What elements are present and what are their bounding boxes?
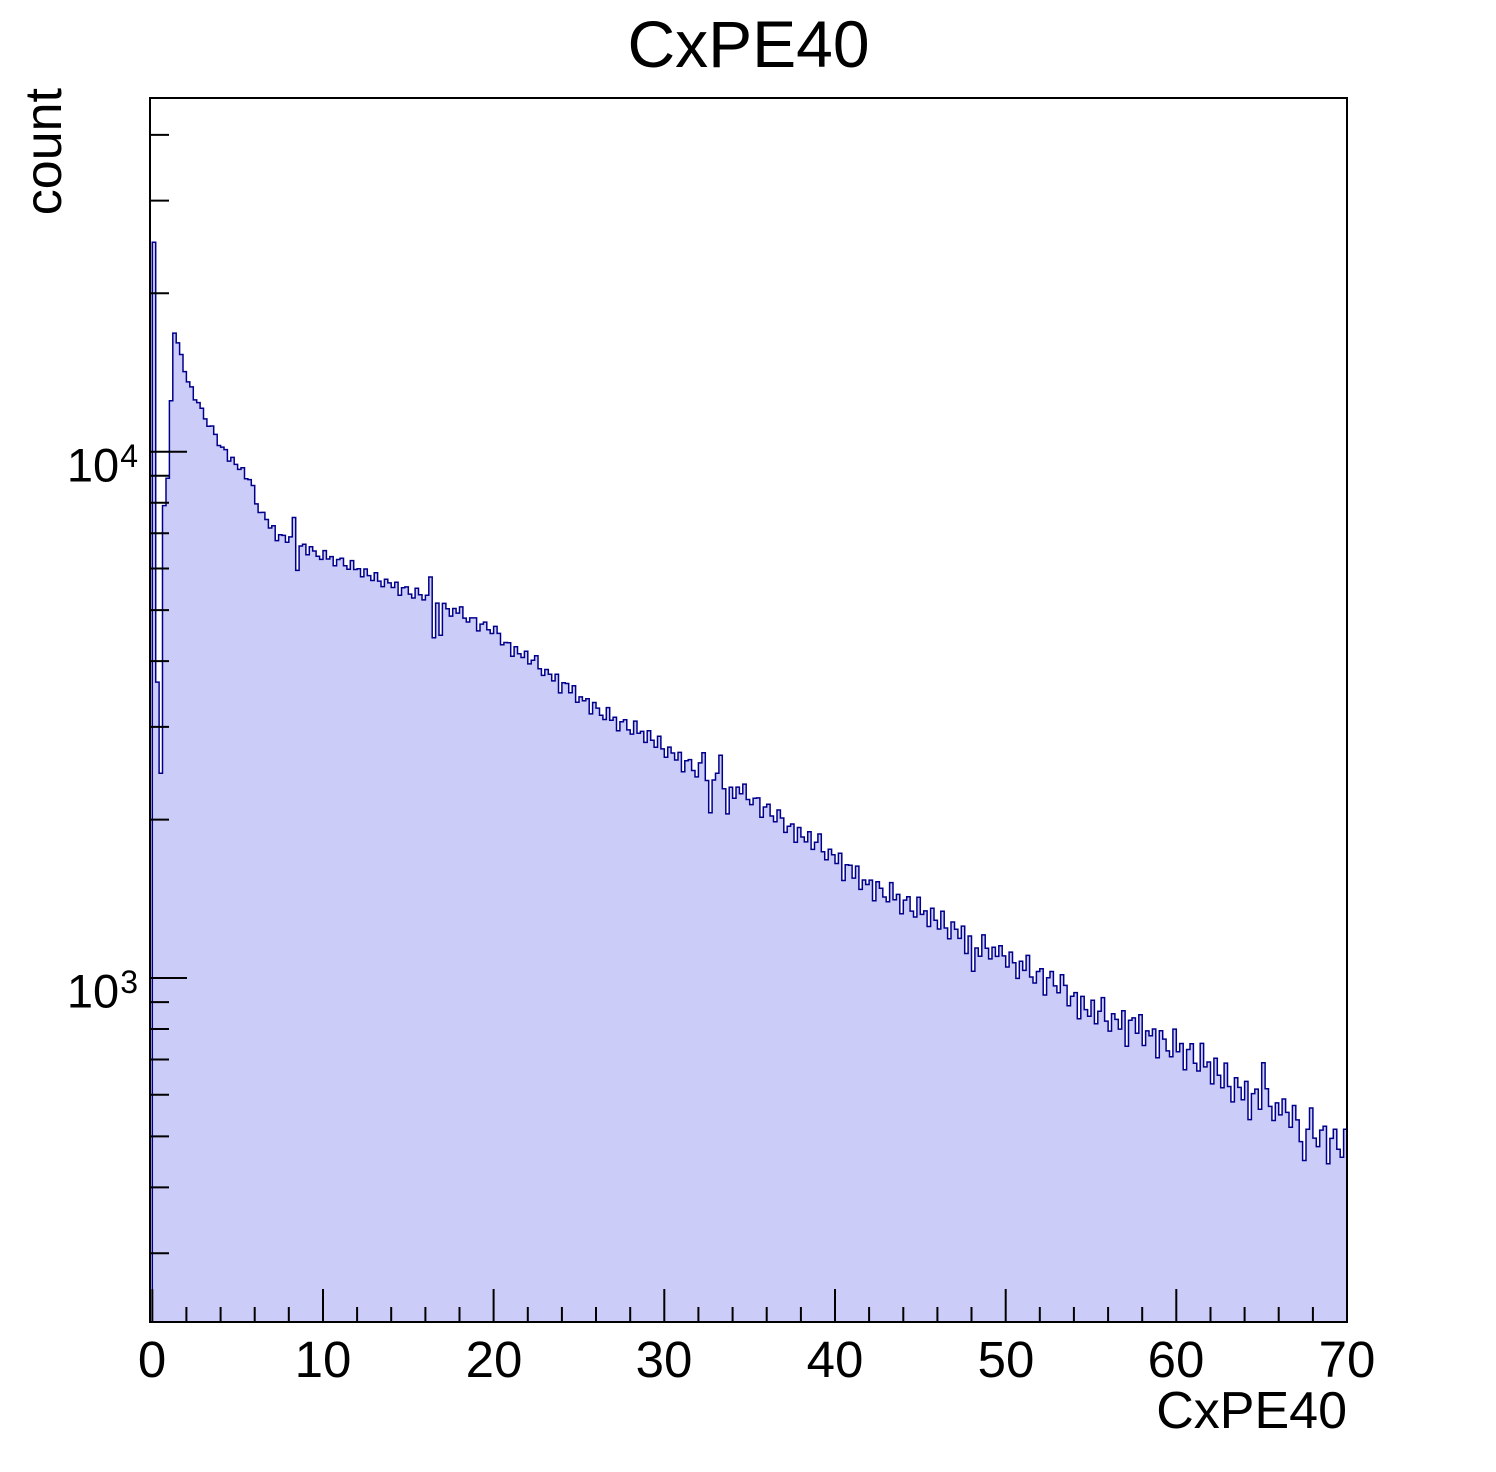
axis-ticks <box>150 133 1348 1322</box>
y-axis-title: count <box>15 88 73 216</box>
x-tick-label-60: 60 <box>1147 1331 1205 1388</box>
x-tick-label-30: 30 <box>635 1331 693 1388</box>
x-tick-label-0: 0 <box>137 1331 167 1388</box>
chart-title: CxPE40 <box>627 7 870 81</box>
y-tick-exponent: 3 <box>120 964 138 1000</box>
x-axis-title: CxPE40 <box>1156 1382 1347 1440</box>
y-tick-exponent: 4 <box>120 438 138 474</box>
x-tick-label-10: 10 <box>294 1331 352 1388</box>
y-tick-base: 10 <box>66 964 120 1018</box>
y-tick-base: 10 <box>66 438 120 492</box>
y-tick-label-1e4: 104 <box>0 428 138 492</box>
x-tick-label-70: 70 <box>1318 1331 1376 1388</box>
histogram-bins <box>151 241 1348 1323</box>
x-tick-label-50: 50 <box>977 1331 1035 1388</box>
x-tick-label-20: 20 <box>465 1331 523 1388</box>
x-tick-label-40: 40 <box>806 1331 864 1388</box>
plot-frame <box>149 97 1348 1323</box>
histogram-series <box>151 241 1348 1323</box>
y-tick-label-1e3: 103 <box>0 954 138 1018</box>
